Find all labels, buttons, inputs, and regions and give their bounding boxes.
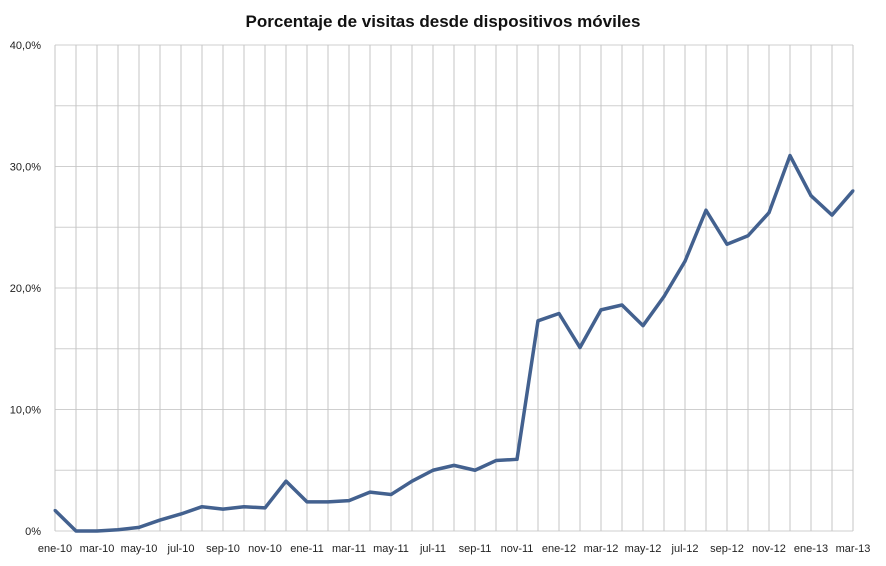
x-tick-label: ene-10 bbox=[38, 543, 72, 555]
x-tick-label: ene-13 bbox=[794, 543, 828, 555]
data-point bbox=[767, 211, 771, 215]
data-point bbox=[788, 154, 792, 158]
chart-title: Porcentaje de visitas desde dispositivos… bbox=[245, 12, 641, 31]
data-point bbox=[494, 459, 498, 463]
data-point bbox=[515, 457, 519, 461]
data-point bbox=[536, 319, 540, 323]
data-point bbox=[599, 308, 603, 312]
x-tick-label: mar-10 bbox=[80, 543, 115, 555]
data-point bbox=[410, 479, 414, 483]
data-point bbox=[179, 512, 183, 516]
x-tick-label: sep-10 bbox=[206, 543, 240, 555]
y-tick-label: 20,0% bbox=[10, 283, 41, 295]
data-point bbox=[326, 500, 330, 504]
data-point bbox=[200, 505, 204, 509]
y-tick-label: 30,0% bbox=[10, 162, 41, 174]
x-tick-label: may-12 bbox=[625, 543, 662, 555]
data-point bbox=[137, 525, 141, 529]
data-point bbox=[305, 500, 309, 504]
x-tick-label: nov-12 bbox=[752, 543, 786, 555]
data-point bbox=[641, 324, 645, 328]
x-tick-label: sep-12 bbox=[710, 543, 744, 555]
data-point bbox=[221, 507, 225, 511]
data-point bbox=[431, 468, 435, 472]
x-tick-label: mar-12 bbox=[584, 543, 619, 555]
data-point bbox=[578, 346, 582, 350]
data-point bbox=[242, 505, 246, 509]
data-point bbox=[284, 479, 288, 483]
x-tick-label: may-11 bbox=[373, 543, 409, 555]
x-tick-label: mar-11 bbox=[332, 543, 366, 555]
x-tick-label: mar-13 bbox=[836, 543, 871, 555]
data-point bbox=[557, 312, 561, 316]
data-point bbox=[851, 189, 855, 193]
data-point bbox=[809, 194, 813, 198]
x-tick-label: sep-11 bbox=[459, 543, 492, 555]
data-point bbox=[704, 208, 708, 212]
data-point bbox=[53, 508, 57, 512]
x-tick-label: nov-11 bbox=[501, 543, 534, 555]
x-tick-label: jul-11 bbox=[419, 543, 446, 555]
data-point bbox=[158, 518, 162, 522]
data-point bbox=[620, 303, 624, 307]
x-tick-label: ene-12 bbox=[542, 543, 576, 555]
data-point bbox=[725, 242, 729, 246]
x-tick-label: ene-11 bbox=[290, 543, 323, 555]
data-point bbox=[830, 213, 834, 217]
data-point bbox=[683, 259, 687, 263]
x-tick-label: may-10 bbox=[121, 543, 158, 555]
y-tick-label: 0% bbox=[25, 526, 41, 538]
x-tick-label: jul-10 bbox=[167, 543, 195, 555]
data-point bbox=[473, 468, 477, 472]
x-tick-label: jul-12 bbox=[671, 543, 699, 555]
data-point bbox=[263, 506, 267, 510]
x-tick-label: nov-10 bbox=[248, 543, 282, 555]
data-point bbox=[389, 493, 393, 497]
y-tick-label: 10,0% bbox=[10, 405, 41, 417]
data-point bbox=[74, 529, 78, 533]
data-point bbox=[368, 490, 372, 494]
data-point bbox=[452, 463, 456, 467]
y-tick-label: 40,0% bbox=[10, 40, 41, 52]
data-point bbox=[95, 529, 99, 533]
data-point bbox=[662, 295, 666, 299]
data-point bbox=[746, 234, 750, 238]
data-point bbox=[116, 528, 120, 532]
data-point bbox=[347, 499, 351, 503]
